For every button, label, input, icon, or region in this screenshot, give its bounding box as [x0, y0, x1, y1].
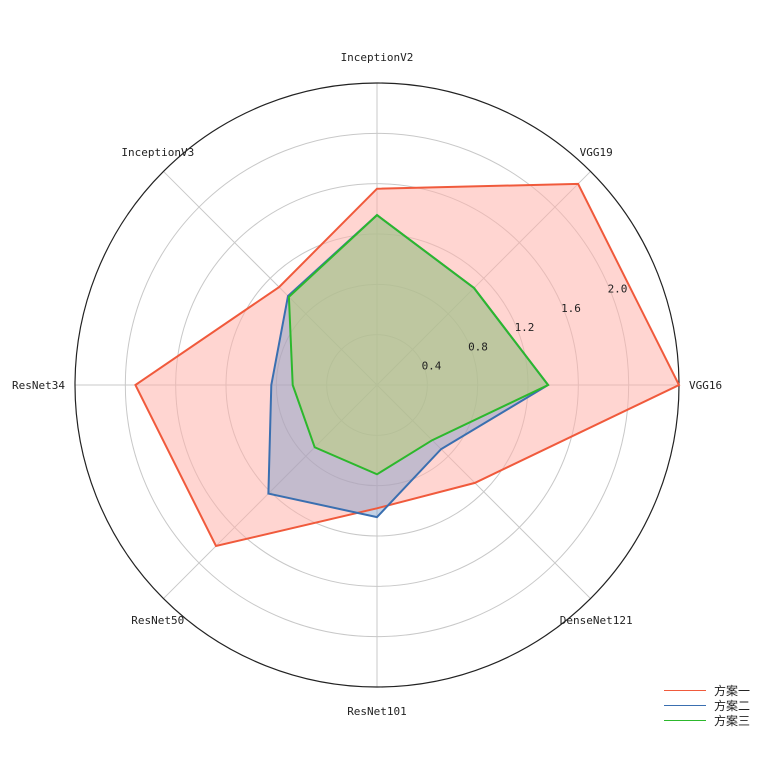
legend-item-2: 方案三 — [664, 713, 750, 728]
axis-label-inceptionv3: InceptionV3 — [121, 146, 194, 159]
axis-label-resnet34: ResNet34 — [12, 379, 65, 392]
legend-item-0: 方案一 — [664, 683, 750, 698]
axis-label-resnet50: ResNet50 — [131, 614, 184, 627]
radial-tick-label: 0.4 — [422, 360, 442, 373]
legend-swatch — [664, 720, 706, 721]
axis-label-vgg16: VGG16 — [689, 379, 722, 392]
radar-series — [134, 182, 681, 548]
legend-label: 方案三 — [714, 714, 751, 728]
legend-swatch — [664, 705, 706, 706]
series-area-0 — [135, 183, 679, 546]
radial-tick-label: 2.0 — [608, 283, 628, 296]
radial-tick-label: 1.6 — [561, 302, 581, 315]
legend-swatch — [664, 690, 706, 691]
series-line-2 — [287, 213, 550, 476]
radial-tick-label: 1.2 — [515, 321, 535, 334]
axis-label-vgg19: VGG19 — [580, 146, 613, 159]
radial-tick-label: 0.8 — [468, 341, 488, 354]
series-area-1 — [268, 215, 549, 518]
series-line-0 — [134, 182, 681, 548]
axis-label-inceptionv2: InceptionV2 — [341, 51, 414, 64]
radar-labels: 0.4 0.8 1.2 1.6 2.0 VGG16 VGG19 InceptionV2 Ince… — [12, 51, 722, 718]
legend-item-1: 方案二 — [664, 698, 750, 713]
axis-label-densenet121: DenseNet121 — [560, 614, 633, 627]
series-area-2 — [288, 215, 549, 475]
axis-label-resnet101: ResNet101 — [347, 705, 407, 718]
legend-label: 方案一 — [714, 684, 751, 698]
legend: 方案一 方案二 方案三 — [664, 683, 750, 728]
legend-label: 方案二 — [714, 699, 751, 713]
